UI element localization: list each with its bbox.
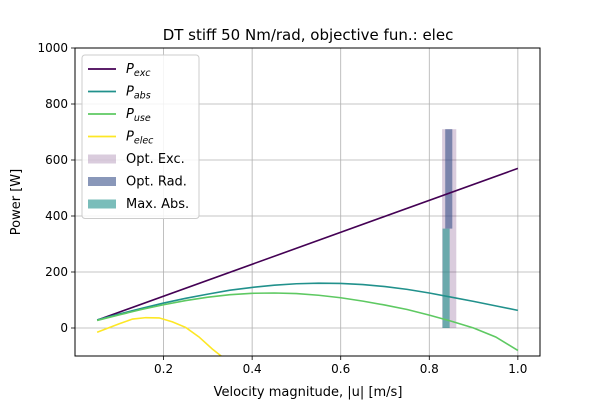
optimum-bars — [442, 129, 457, 328]
legend-label: Pabs — [126, 85, 151, 102]
y-tick-label: 600 — [45, 153, 68, 167]
y-tick-label: 1000 — [37, 41, 68, 55]
legend-label: Puse — [126, 107, 151, 124]
x-axis-ticks: 0.2 0.4 0.6 0.8 1.0 — [154, 356, 527, 376]
series-line-p-exc — [96, 167, 519, 321]
y-tick-label: 800 — [45, 97, 68, 111]
series-lines — [96, 167, 519, 356]
y-tick-label: 200 — [45, 265, 68, 279]
x-tick-label: 0.6 — [331, 362, 350, 376]
legend-label: Opt. Rad. — [126, 175, 187, 190]
legend-label: Max. Abs. — [126, 197, 189, 212]
chart-title: DT stiff 50 Nm/rad, objective fun.: elec — [163, 26, 454, 44]
legend-label: Pelec — [126, 130, 154, 147]
legend-label: Pexc — [126, 62, 151, 79]
legend-swatch — [88, 177, 116, 186]
y-tick-label: 400 — [45, 209, 68, 223]
x-tick-label: 0.4 — [243, 362, 262, 376]
optimum-bar-opt-rad — [445, 129, 453, 229]
x-tick-label: 0.8 — [420, 362, 439, 376]
legend-label: Opt. Exc. — [126, 152, 185, 167]
y-tick-label: 0 — [60, 321, 68, 335]
x-tick-label: 0.2 — [154, 362, 173, 376]
y-axis-label: Power [W] — [9, 169, 24, 235]
series-line-p-elec — [96, 316, 222, 356]
series-line-p-abs — [96, 282, 519, 321]
legend-swatch — [88, 154, 116, 164]
legend-swatch — [88, 199, 116, 209]
x-tick-label: 1.0 — [508, 362, 527, 376]
plot-frame — [74, 47, 541, 357]
optimum-bar-max-abs — [442, 228, 450, 328]
x-axis-label: Velocity magnitude, |u| [m/s] — [214, 385, 403, 400]
legend: Pexc Pabs Puse Pelec Opt. Exc. Opt. Rad. Max. … — [81, 54, 200, 219]
y-axis-ticks: 0 200 400 600 800 1000 — [37, 41, 75, 335]
series-line-p-use — [96, 292, 519, 352]
